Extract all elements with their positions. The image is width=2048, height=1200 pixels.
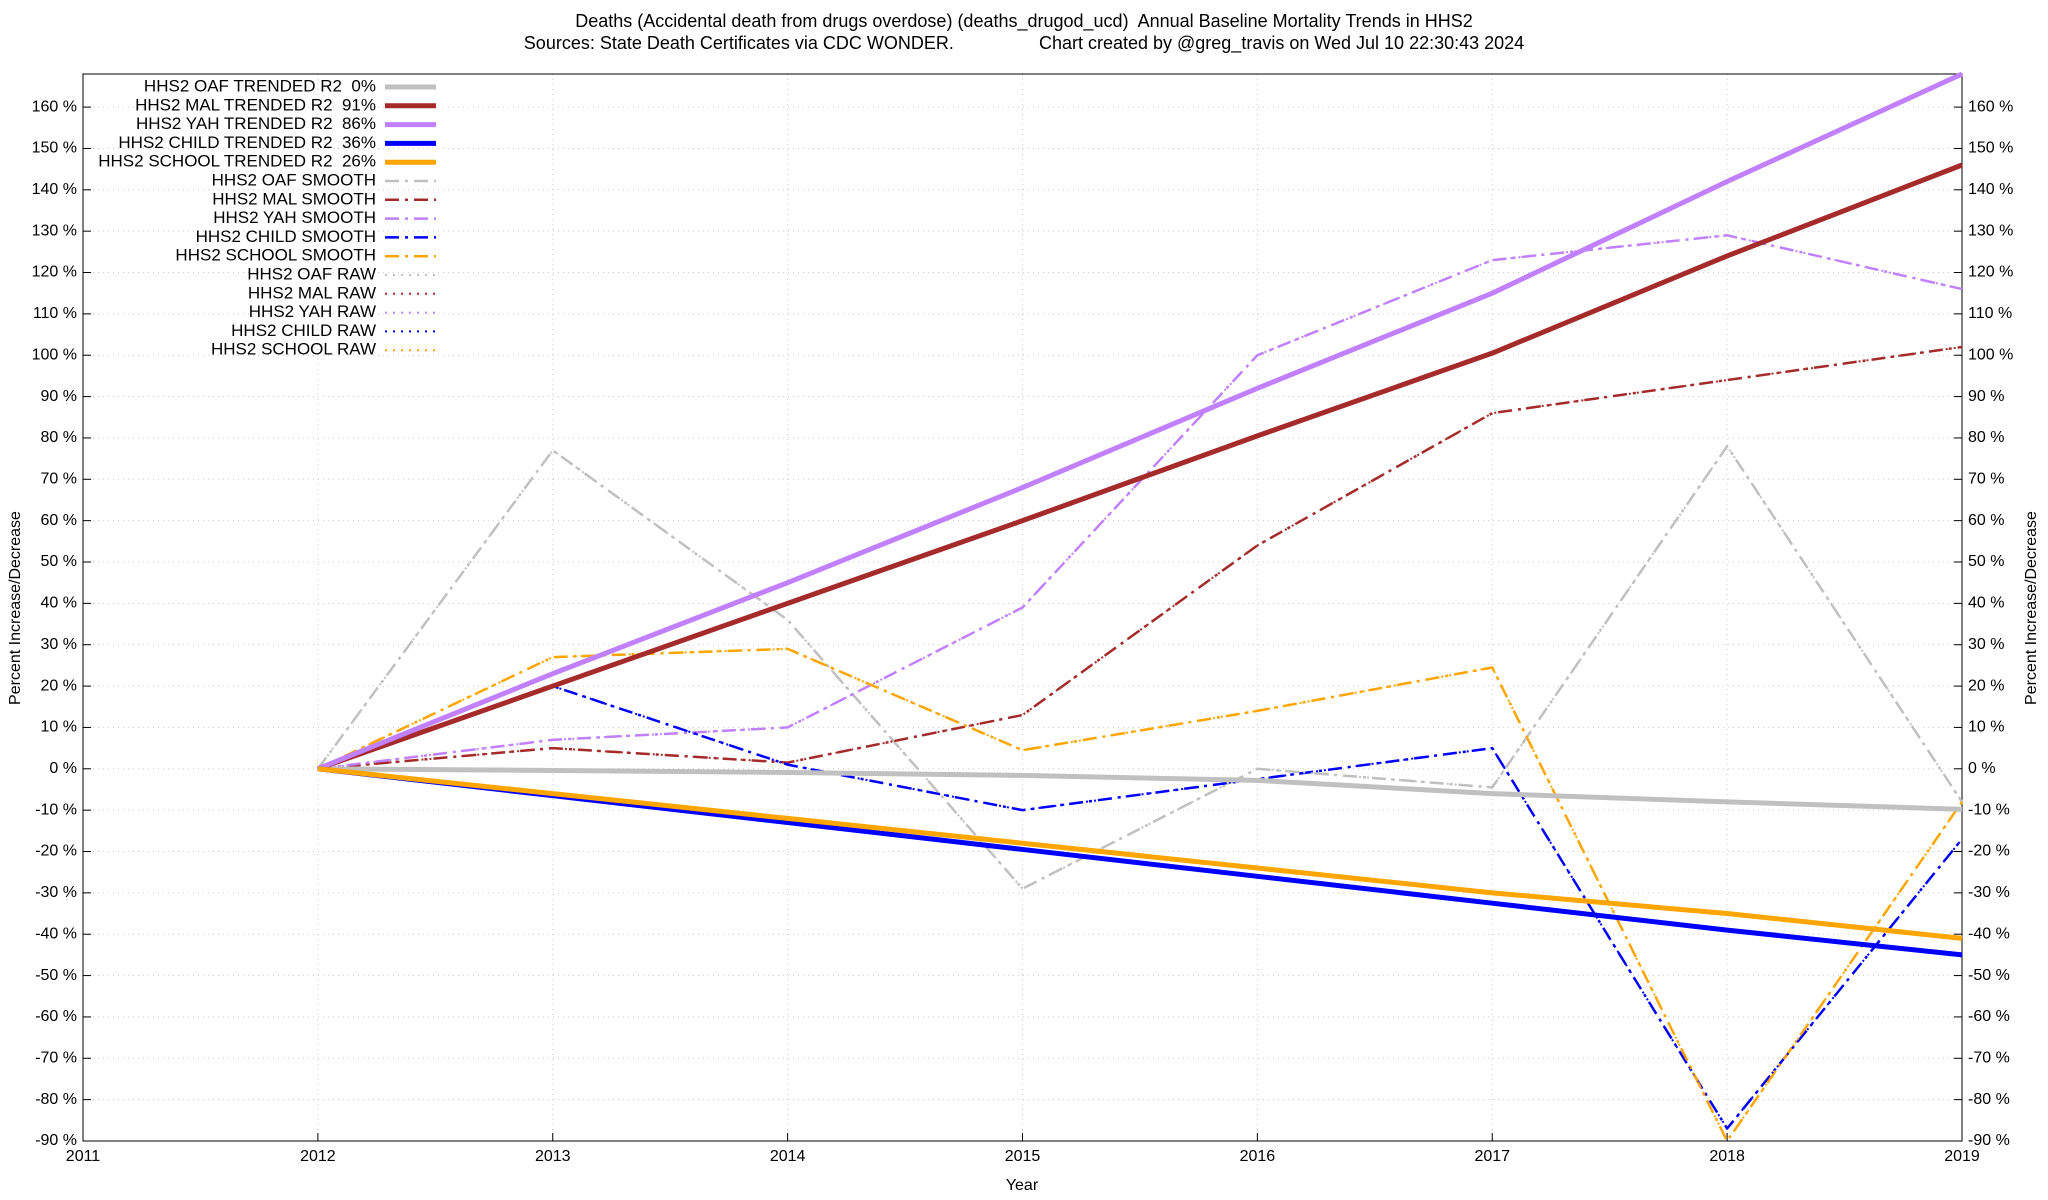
legend-label: HHS2 MAL RAW [248, 283, 376, 302]
legend-label: HHS2 OAF TRENDED R2 0% [144, 76, 376, 95]
y-tick-label: 20 % [41, 677, 77, 694]
series-line [316, 71, 1964, 772]
x-tick-label: 2012 [300, 1148, 336, 1165]
y-tick-label: 160 % [32, 98, 77, 115]
y2-tick-label: -60 % [1968, 1008, 2010, 1025]
y2-tick-label: 140 % [1968, 181, 2013, 198]
y-tick-label: 80 % [41, 429, 77, 446]
y-tick-label: -10 % [35, 801, 77, 818]
y-tick-label: 50 % [41, 553, 77, 570]
x-tick-label: 2015 [1005, 1148, 1041, 1165]
y2-tick-label: 30 % [1968, 636, 2004, 653]
y-tick-label: 110 % [33, 305, 77, 322]
y2-tick-label: 90 % [1968, 388, 2004, 405]
legend-label: HHS2 MAL SMOOTH [212, 189, 376, 208]
legend-label: HHS2 SCHOOL SMOOTH [175, 246, 376, 265]
legend-label: HHS2 CHILD SMOOTH [196, 227, 376, 246]
series-line [317, 647, 1964, 1143]
y2-tick-label: -90 % [1968, 1132, 2010, 1149]
y2-tick-label: 70 % [1968, 471, 2004, 488]
legend-label: HHS2 CHILD TRENDED R2 36% [118, 133, 376, 152]
y-tick-label: 60 % [41, 512, 77, 529]
legend-label: HHS2 YAH RAW [249, 302, 376, 321]
y2-axis-label: Percent Increase/Decrease [2023, 511, 2040, 705]
series-line [316, 444, 1964, 890]
x-tick-label: 2018 [1709, 1148, 1745, 1165]
series-line [317, 766, 1963, 812]
y2-tick-label: -10 % [1968, 801, 2010, 818]
y-tick-label: 30 % [41, 636, 77, 653]
y-tick-label: -80 % [35, 1091, 77, 1108]
x-axis-label: Year [1006, 1177, 1039, 1194]
x-tick-label: 2011 [66, 1148, 101, 1165]
series-line [317, 647, 1963, 1142]
y2-tick-label: -50 % [1968, 967, 2010, 984]
chart-title: Deaths (Accidental death from drugs over… [575, 11, 1473, 32]
series-line [317, 766, 1963, 941]
y2-tick-label: -30 % [1968, 884, 2010, 901]
x-tick-label: 2017 [1474, 1148, 1510, 1165]
series-line [317, 345, 1963, 771]
y2-tick-label: 160 % [1968, 98, 2013, 115]
series-line [317, 162, 1963, 772]
y-tick-label: 130 % [32, 222, 77, 239]
y-axis-label: Percent Increase/Decrease [7, 511, 24, 705]
x-tick-label: 2013 [535, 1148, 571, 1165]
legend-label: HHS2 YAH TRENDED R2 86% [136, 114, 376, 133]
y-tick-label: 140 % [32, 181, 77, 198]
y2-tick-label: 50 % [1968, 553, 2004, 570]
y2-tick-label: 0 % [1968, 760, 1996, 777]
y2-tick-label: -70 % [1968, 1050, 2010, 1067]
y2-tick-label: 10 % [1968, 719, 2004, 736]
y-tick-label: 90 % [41, 388, 77, 405]
y2-tick-label: -20 % [1968, 843, 2010, 860]
y2-tick-label: -40 % [1968, 925, 2010, 942]
y2-tick-label: 120 % [1968, 264, 2013, 281]
legend-label: HHS2 SCHOOL RAW [211, 340, 376, 359]
y-tick-label: -40 % [35, 925, 77, 942]
y-tick-label: 10 % [41, 719, 77, 736]
y2-tick-label: 100 % [1968, 346, 2013, 363]
y-tick-label: -90 % [35, 1132, 77, 1149]
y-tick-label: -50 % [35, 967, 77, 984]
y-tick-label: -60 % [35, 1008, 77, 1025]
series-line [317, 685, 1963, 1130]
y-tick-label: 100 % [32, 346, 77, 363]
y2-tick-label: -80 % [1968, 1091, 2010, 1108]
legend-label: HHS2 MAL TRENDED R2 91% [135, 95, 376, 114]
x-tick-label: 2014 [770, 1148, 806, 1165]
y-tick-label: 40 % [41, 595, 77, 612]
y2-tick-label: 150 % [1968, 140, 2013, 157]
y2-tick-label: 20 % [1968, 677, 2004, 694]
y2-tick-label: 60 % [1968, 512, 2004, 529]
chart-subtitle: Sources: State Death Certificates via CD… [524, 33, 1524, 54]
y-tick-label: -70 % [35, 1050, 77, 1067]
plot-frame [82, 73, 1963, 1142]
legend-label: HHS2 YAH SMOOTH [213, 208, 376, 227]
y-tick-label: 0 % [49, 760, 77, 777]
legend-label: HHS2 SCHOOL TRENDED R2 26% [98, 152, 376, 171]
y-tick-label: -20 % [35, 843, 77, 860]
y2-tick-label: 130 % [1968, 222, 2013, 239]
legend-label: HHS2 OAF SMOOTH [212, 170, 376, 189]
x-tick-label: 2016 [1240, 1148, 1276, 1165]
legend-label: HHS2 OAF RAW [247, 264, 376, 283]
x-tick-label: 2019 [1944, 1148, 1980, 1165]
y-tick-label: 70 % [41, 471, 77, 488]
y2-tick-label: 110 % [1968, 305, 2012, 322]
series-line [317, 345, 1963, 770]
y2-tick-label: 40 % [1968, 595, 2004, 612]
series-line [317, 234, 1963, 771]
y-tick-label: -30 % [35, 884, 77, 901]
legend-label: HHS2 CHILD RAW [231, 321, 376, 340]
y2-tick-label: 80 % [1968, 429, 2004, 446]
series-line [317, 684, 1963, 1130]
y-tick-label: 120 % [32, 264, 77, 281]
y-tick-label: 150 % [32, 140, 77, 157]
